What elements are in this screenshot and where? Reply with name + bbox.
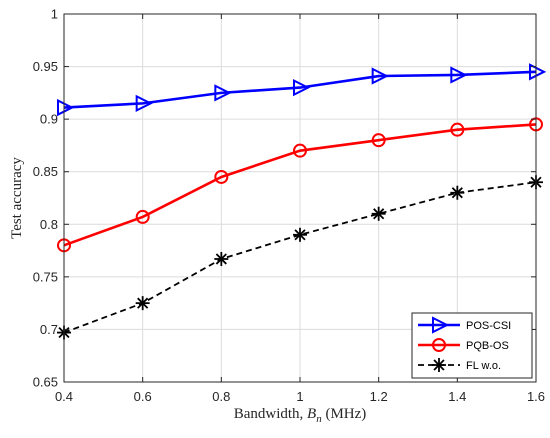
y-tick-label: 0.95 — [33, 59, 58, 74]
series-layer — [57, 63, 547, 340]
data-point — [293, 143, 307, 158]
data-point — [450, 122, 465, 137]
data-point — [529, 63, 547, 81]
data-point — [214, 169, 229, 184]
data-point — [371, 133, 386, 148]
x-tick-label: 0.4 — [55, 389, 73, 404]
x-axis-label-prefix: Bandwidth, — [234, 406, 307, 422]
y-tick-label: 0.65 — [33, 375, 58, 390]
x-tick-label: 0.6 — [134, 389, 152, 404]
x-tick-label: 1 — [296, 389, 303, 404]
x-tick-labels: 0.4 0.6 0.8 1 1.2 1.4 1.6 — [55, 389, 545, 404]
data-point — [135, 94, 153, 112]
y-tick-label: 1 — [51, 7, 58, 22]
legend-label: PQB-OS — [466, 340, 509, 352]
data-point — [57, 98, 75, 117]
series-pos-csi — [57, 63, 547, 117]
data-point — [214, 251, 229, 266]
series-line — [63, 70, 537, 109]
series-line — [63, 123, 537, 247]
y-tick-label: 0.75 — [33, 269, 58, 284]
x-axis-label-var: B — [307, 406, 316, 422]
y-tick-labels: 0.65 0.7 0.75 0.8 0.85 0.9 0.95 1 — [33, 7, 58, 390]
y-tick-label: 0.85 — [33, 164, 58, 179]
x-tick-label: 1.2 — [370, 389, 388, 404]
legend-label: POS-CSI — [466, 320, 511, 332]
data-point — [450, 66, 468, 84]
x-tick-label: 0.8 — [212, 389, 230, 404]
data-point — [293, 78, 311, 97]
legend: POS-CSI PQB-OS FL w.o. — [411, 312, 533, 379]
legend-marker — [432, 358, 446, 372]
y-tick-label: 0.7 — [40, 322, 58, 337]
data-point — [293, 227, 307, 242]
x-axis-label-suffix: (MHz) — [322, 406, 367, 422]
data-point — [450, 185, 465, 200]
x-tick-label: 1.4 — [448, 389, 466, 404]
x-axis-label-sub: n — [316, 413, 322, 425]
y-tick-label: 0.8 — [40, 217, 58, 232]
data-point — [371, 67, 389, 85]
y-tick-label: 0.9 — [40, 112, 58, 127]
x-axis-label: Bandwidth, Bn (MHz) — [234, 406, 367, 425]
x-tick-label: 1.6 — [527, 389, 545, 404]
data-point — [135, 209, 150, 224]
data-point — [214, 84, 232, 102]
legend-label: FL w.o. — [466, 360, 501, 372]
legend-marker — [432, 316, 450, 334]
y-axis-label: Test accuracy — [9, 157, 25, 239]
data-point — [371, 206, 386, 221]
legend-marker — [432, 338, 446, 352]
data-point — [135, 296, 150, 311]
